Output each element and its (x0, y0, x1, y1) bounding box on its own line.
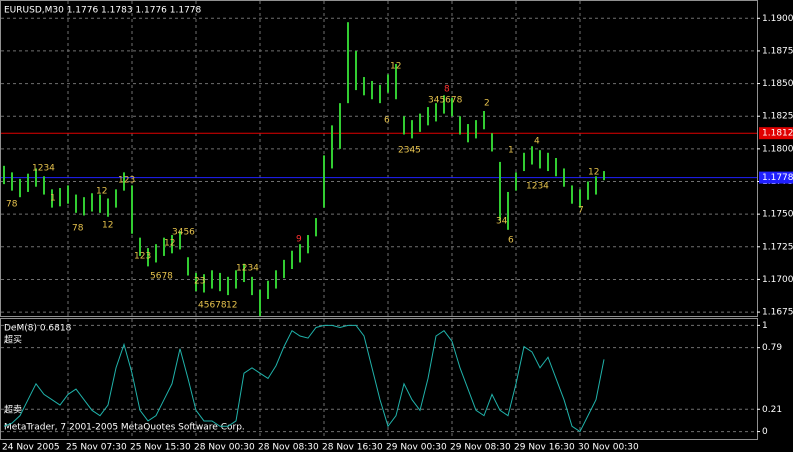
td-count-label: 12 (588, 168, 599, 178)
price-label-bg (759, 171, 793, 184)
y-tick-label: 1 (762, 321, 768, 331)
x-tick-label: 28 Nov 16:30 (322, 443, 383, 452)
copyright: MetaTrader, 7 2001-2005 MetaQuotes Softw… (4, 423, 245, 433)
indicator-title: DeM(8) 0.6818 (4, 324, 72, 334)
td-count-label: 4 (534, 137, 540, 147)
y-tick-label: 0.21 (762, 405, 782, 415)
sub-pane-frame (0, 318, 758, 440)
td-count-label: 6 (384, 116, 390, 126)
td-count-label: 12 (390, 62, 401, 72)
y-tick-label: 0.79 (762, 343, 782, 353)
td-count-label: 2 (484, 99, 490, 109)
y-tick-label: 1.1700 (762, 275, 793, 285)
td-count-label: 2345 (398, 146, 421, 156)
y-tick-label: 1.1850 (762, 79, 793, 89)
x-tick-label: 29 Nov 08:30 (450, 443, 511, 452)
td-count-label: 45678 (198, 301, 227, 311)
td-count-label: 9 (296, 235, 302, 245)
td-count-label: 12 (96, 187, 107, 197)
td-count-label: 3456 (172, 228, 195, 238)
main-pane-frame (0, 0, 758, 317)
chart-title: EURUSD,M30 1.1776 1.1783 1.1776 1.1778 (4, 6, 202, 16)
td-count-label: 1 (50, 194, 56, 204)
x-tick-label: 30 Nov 00:30 (578, 443, 639, 452)
td-count-label: 12 (102, 221, 113, 231)
td-count-label: 1234 (32, 164, 55, 174)
x-tick-label: 25 Nov 15:30 (130, 443, 191, 452)
y-tick-label: 1.1875 (762, 46, 793, 56)
price-label-bg (759, 127, 793, 140)
td-count-label: 1234 (526, 182, 549, 192)
td-count-label: 12 (164, 239, 175, 249)
td-count-label: 6 (508, 236, 514, 246)
td-count-label: 8 (444, 85, 450, 95)
y-tick-label: 1.1825 (762, 112, 793, 122)
y-tick-label: 1.1800 (762, 144, 793, 154)
td-count-label: 5678 (150, 272, 173, 282)
y-tick-label: 0 (762, 427, 768, 437)
td-count-label: 1 (508, 146, 514, 156)
td-count-label: 1234 (236, 264, 259, 274)
td-count-label: 12 (226, 301, 237, 311)
price-label: 1.1778 (762, 173, 793, 183)
td-count-label: 34 (496, 217, 508, 227)
td-count-label: 123 (134, 252, 151, 262)
x-tick-label: 29 Nov 00:30 (386, 443, 447, 452)
td-count-label: 123 (118, 176, 135, 186)
x-tick-label: 28 Nov 08:30 (258, 443, 319, 452)
y-tick-label: 1.1750 (762, 210, 793, 220)
x-tick-label: 25 Nov 07:30 (66, 443, 127, 452)
x-tick-label: 28 Nov 00:30 (194, 443, 255, 452)
overbought-label: 超买 (4, 334, 22, 346)
y-tick-label: 1.1900 (762, 14, 793, 24)
indicator-line (3, 324, 605, 433)
y-tick-label: 1.1725 (762, 242, 793, 252)
td-count-label: 23 (194, 277, 205, 287)
x-tick-label: 24 Nov 2005 (2, 443, 60, 452)
td-count-label: 7 (578, 206, 584, 216)
x-tick-label: 29 Nov 16:30 (514, 443, 575, 452)
price-label: 1.1812 (762, 129, 793, 139)
td-count-label: 345678 (428, 96, 463, 106)
td-count-label: 78 (72, 224, 84, 234)
td-count-label: 78 (6, 200, 18, 210)
y-tick-label: 1.1675 (762, 308, 793, 318)
